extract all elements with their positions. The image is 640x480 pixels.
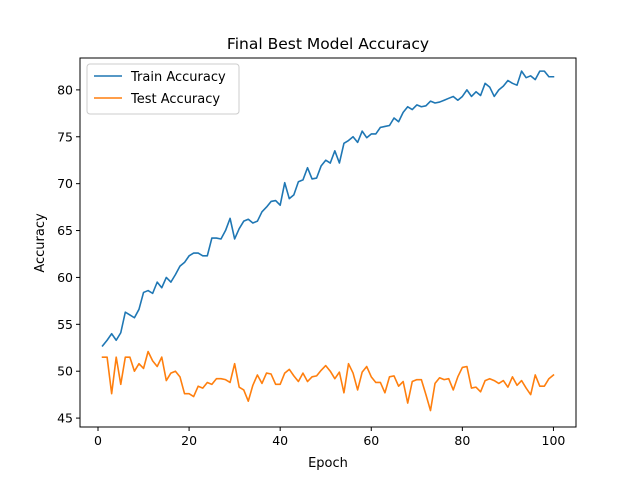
legend: Train Accuracy Test Accuracy bbox=[86, 63, 240, 115]
x-axis: 0 20 40 60 80 100 bbox=[94, 427, 565, 448]
legend-label-test: Test Accuracy bbox=[130, 92, 220, 107]
x-tick-label: 40 bbox=[272, 433, 288, 448]
series-line-test bbox=[101, 350, 555, 412]
legend-box bbox=[86, 63, 240, 115]
y-tick-label: 55 bbox=[57, 317, 73, 332]
x-tick-label: 100 bbox=[542, 433, 566, 448]
x-tick-label: 80 bbox=[454, 433, 470, 448]
y-tick-label: 60 bbox=[57, 270, 73, 285]
y-tick-label: 50 bbox=[57, 364, 73, 379]
axes-frame bbox=[79, 57, 577, 428]
x-tick-label: 0 bbox=[94, 433, 102, 448]
chart-title: Final Best Model Accuracy bbox=[227, 35, 429, 53]
y-tick-label: 80 bbox=[57, 82, 73, 97]
x-tick-label: 20 bbox=[181, 433, 197, 448]
x-tick-label: 60 bbox=[363, 433, 379, 448]
y-tick-label: 45 bbox=[57, 411, 73, 426]
y-tick-label: 75 bbox=[57, 129, 73, 144]
y-tick-label: 70 bbox=[57, 176, 73, 191]
y-axis: 45 50 55 60 65 70 75 80 bbox=[57, 82, 80, 426]
series-line-train bbox=[101, 70, 555, 348]
y-tick-label: 65 bbox=[57, 223, 73, 238]
plot-area bbox=[101, 70, 555, 412]
x-axis-label: Epoch bbox=[308, 456, 348, 471]
y-axis-label: Accuracy bbox=[33, 213, 48, 273]
legend-label-train: Train Accuracy bbox=[130, 70, 226, 85]
